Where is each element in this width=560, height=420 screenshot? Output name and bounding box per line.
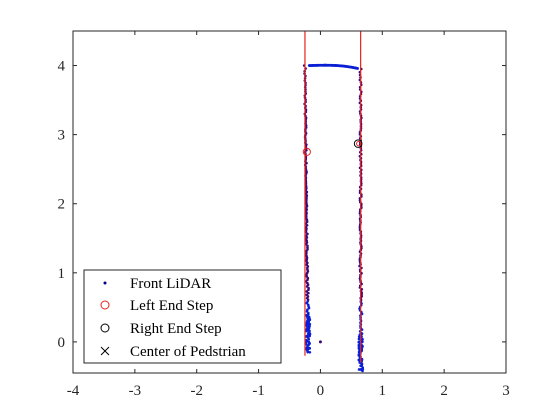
lidar-point bbox=[305, 161, 308, 165]
lidar-point bbox=[357, 368, 361, 371]
x-tick-label: 0 bbox=[317, 383, 325, 399]
lidar-point bbox=[360, 364, 363, 367]
lidar-point bbox=[308, 350, 312, 354]
legend-symbol-circle bbox=[100, 300, 110, 310]
axis-ticks: -4 -3 -2 -1 0 1 2 3 0 1 2 3 4 bbox=[58, 31, 510, 399]
lidar-point bbox=[306, 313, 309, 317]
x-tick-label: -1 bbox=[252, 383, 265, 399]
legend-symbol-circle bbox=[100, 323, 110, 333]
lidar-point bbox=[305, 301, 309, 305]
y-tick-label: 2 bbox=[58, 197, 66, 213]
lidar-point bbox=[357, 358, 361, 362]
lidar-point bbox=[357, 337, 361, 341]
y-tick-label: 1 bbox=[58, 266, 66, 282]
left-end-step-marker bbox=[302, 147, 311, 157]
lidar-point bbox=[308, 324, 311, 328]
lidar-point bbox=[308, 342, 311, 345]
lidar-point bbox=[307, 291, 310, 295]
lidar-point bbox=[356, 67, 359, 70]
lidar-point bbox=[306, 334, 310, 338]
lidar-point bbox=[357, 345, 361, 349]
y-tick-label: 3 bbox=[58, 128, 66, 144]
axes-frame bbox=[72, 30, 507, 374]
legend-symbol-dot bbox=[103, 281, 107, 285]
lidar-point bbox=[307, 337, 311, 341]
x-tick-label: -2 bbox=[190, 383, 203, 399]
right-end-step-marker bbox=[353, 139, 363, 148]
lidar-point bbox=[357, 340, 361, 344]
lidar-point bbox=[308, 346, 311, 350]
lidar-point bbox=[305, 290, 309, 293]
lidar-point bbox=[305, 346, 309, 350]
y-tick-label: 4 bbox=[58, 59, 66, 75]
legend-label: Right End Step bbox=[130, 321, 222, 337]
x-tick-label: 1 bbox=[379, 383, 387, 399]
legend-label: Left End Step bbox=[130, 298, 213, 314]
lidar-point bbox=[305, 285, 309, 288]
lidar-point bbox=[306, 350, 310, 354]
x-tick-label: 2 bbox=[440, 383, 448, 399]
lidar-point bbox=[307, 288, 310, 292]
legend-label: Center of Pedstrian bbox=[130, 344, 246, 360]
lidar-point bbox=[318, 340, 322, 344]
lidar-point bbox=[307, 317, 311, 321]
legend-symbol-x bbox=[100, 346, 110, 356]
lidar-point bbox=[305, 148, 308, 152]
lidar-point bbox=[360, 340, 364, 344]
x-tick-label: -3 bbox=[129, 383, 142, 399]
lidar-point bbox=[308, 329, 311, 333]
right-end-step-inner-marker bbox=[356, 140, 362, 147]
lidar-point bbox=[360, 338, 364, 341]
legend: Front LiDAR Left End Step Right End Step Ce… bbox=[83, 269, 282, 364]
legend-items: Front LiDAR Left End Step Right End Step Ce… bbox=[100, 276, 246, 360]
x-tick-label: 3 bbox=[502, 383, 510, 399]
x-tick-label: -4 bbox=[67, 383, 80, 399]
legend-box bbox=[83, 269, 282, 364]
lidar-point bbox=[360, 328, 364, 331]
plot-area bbox=[302, 31, 365, 373]
legend-label: Front LiDAR bbox=[130, 276, 211, 292]
lidar-point bbox=[360, 368, 364, 372]
lidar-point bbox=[306, 278, 309, 282]
lidar-point bbox=[360, 312, 364, 316]
y-tick-label: 0 bbox=[58, 335, 66, 351]
lidar-point bbox=[307, 306, 311, 310]
lidar-point bbox=[306, 319, 309, 323]
